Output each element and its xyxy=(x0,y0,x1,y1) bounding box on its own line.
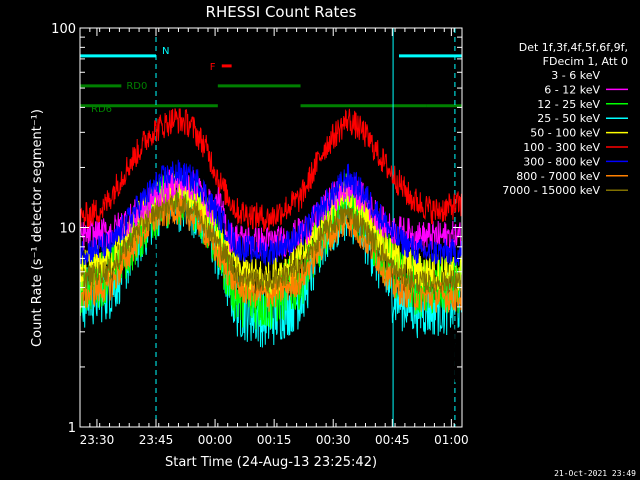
y-axis-label: Count Rate (s⁻¹ detector segment⁻¹) xyxy=(30,109,45,347)
legend: Det 1f,3f,4f,5f,6f,9f, FDecim 1, Att 0 3… xyxy=(502,41,628,197)
legend-label-4: 50 - 100 keV xyxy=(530,127,600,140)
series-line-5 xyxy=(79,108,463,232)
legend-label-6: 300 - 800 keV xyxy=(523,155,600,168)
x-tick-label-6: 01:00 xyxy=(434,433,469,447)
status-label-rd6: RD6 xyxy=(91,104,112,115)
series-line-0 xyxy=(79,171,463,390)
legend-label-5: 100 - 300 keV xyxy=(523,141,600,154)
legend-label-0: 3 - 6 keV xyxy=(551,69,600,82)
legend-label-2: 12 - 25 keV xyxy=(537,98,600,111)
x-tick-label-5: 00:45 xyxy=(375,433,410,447)
legend-header-2: FDecim 1, Att 0 xyxy=(543,55,628,68)
legend-label-8: 7000 - 15000 keV xyxy=(502,184,600,197)
series-line-8 xyxy=(79,189,463,295)
chart-title: RHESSI Count Rates xyxy=(206,3,357,21)
footer-timestamp: 21-Oct-2021 23:49 xyxy=(554,469,636,478)
series-line-6 xyxy=(79,159,463,266)
x-tick-label-3: 00:15 xyxy=(257,433,292,447)
status-bars: N F RD0 RD6 xyxy=(80,46,462,115)
y-tick-label-0: 1 xyxy=(68,421,76,436)
status-label-f: F xyxy=(210,62,216,73)
status-label-n: N xyxy=(162,46,169,57)
axis-ticks: 23:30 23:45 00:00 00:15 00:30 00:45 01:00 1 10 10… xyxy=(51,22,468,447)
y-tick-label-1: 10 xyxy=(59,222,76,237)
status-label-rd0: RD0 xyxy=(126,81,147,92)
y-tick-label-2: 100 xyxy=(51,22,76,37)
legend-label-7: 800 - 7000 keV xyxy=(516,170,600,183)
x-tick-label-4: 00:30 xyxy=(316,433,351,447)
legend-header-1: Det 1f,3f,4f,5f,6f,9f, xyxy=(519,41,628,54)
x-tick-label-0: 23:30 xyxy=(80,433,115,447)
x-tick-label-2: 00:00 xyxy=(198,433,233,447)
x-tick-label-1: 23:45 xyxy=(139,433,174,447)
x-axis-label: Start Time (24-Aug-13 23:25:42) xyxy=(165,455,377,470)
legend-label-1: 6 - 12 keV xyxy=(544,83,600,96)
series-lines xyxy=(79,108,463,390)
legend-label-3: 25 - 50 keV xyxy=(537,112,600,125)
